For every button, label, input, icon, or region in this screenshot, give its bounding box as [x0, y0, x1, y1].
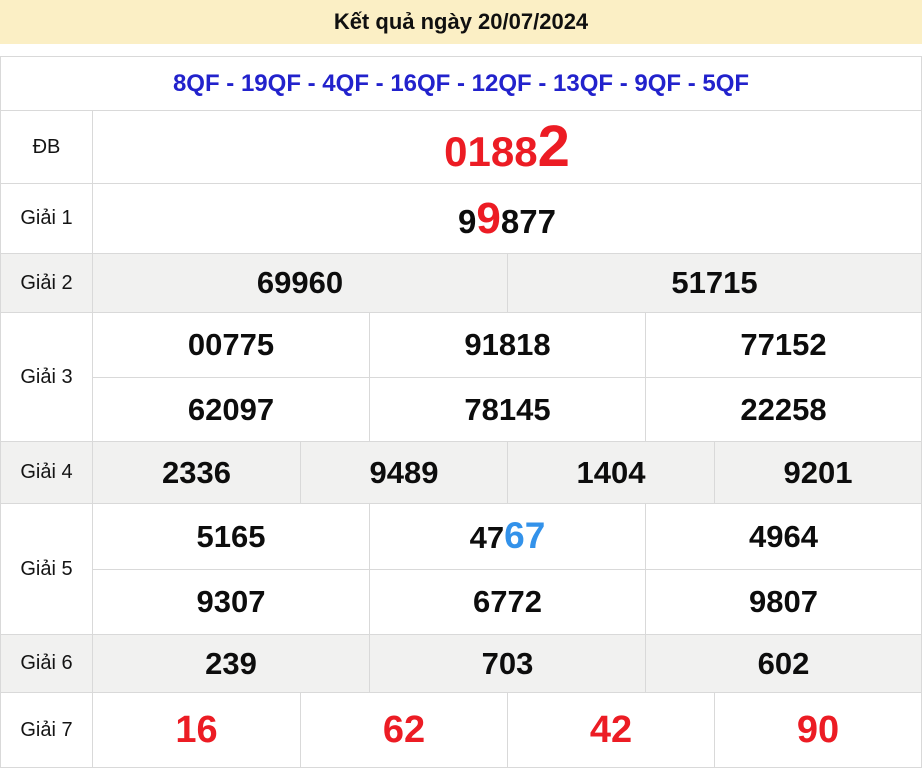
- prize4-value-4: 9201: [783, 454, 853, 490]
- prize3-value-5: 78145: [464, 391, 551, 427]
- prize5-value-1: 5165: [196, 518, 266, 554]
- prize7-value-3: 42: [589, 708, 633, 751]
- prize4-value-cell: 1404: [507, 442, 714, 503]
- prize5-value-cell: 6772: [369, 570, 645, 634]
- prize3-value-cell: 62097: [93, 378, 369, 441]
- prize3-value-cell: 91818: [369, 313, 645, 377]
- prize5-subrow-1: 5165 4767 4964: [93, 504, 921, 569]
- prize3-value-cell: 77152: [645, 313, 921, 377]
- prize4-value-2: 9489: [369, 454, 439, 490]
- prize7-value-cell: 16: [93, 693, 300, 767]
- prize5-value-cell: 4964: [645, 504, 921, 569]
- special-prize-label: ĐB: [1, 111, 93, 183]
- prize2-label: Giải 2: [1, 254, 93, 312]
- prize4-value-cell: 9489: [300, 442, 507, 503]
- prize7-label: Giải 7: [1, 693, 93, 767]
- prize5-label: Giải 5: [1, 504, 93, 634]
- prize7-value-1: 16: [175, 708, 218, 751]
- prize6-value-cell: 703: [369, 635, 645, 692]
- prize6-value-cell: 602: [645, 635, 921, 692]
- prize1-value: 99877: [93, 184, 921, 253]
- prize5-value-5: 6772: [473, 584, 542, 619]
- row-special-prize: ĐB 01882: [1, 110, 921, 183]
- prize7-value-4: 90: [796, 708, 840, 751]
- prize6-value-1: 239: [205, 645, 257, 681]
- prize6-value-cell: 239: [93, 635, 369, 692]
- date-header-text: Kết quả ngày 20/07/2024: [333, 9, 589, 34]
- prize5-highlight-digits: 67: [504, 515, 546, 556]
- prize5-value-2-digits: 47: [469, 520, 505, 555]
- row-prize2: Giải 2 69960 51715: [1, 253, 921, 312]
- prize3-value-4: 62097: [187, 391, 275, 427]
- prize2-value-cell: 51715: [507, 254, 921, 312]
- row-prize1: Giải 1 99877: [1, 183, 921, 253]
- prize3-value-6: 22258: [740, 391, 827, 427]
- row-prize5: Giải 5 5165 4767 4964 9307 6772 9807: [1, 503, 921, 634]
- prize7-value-cell: 42: [507, 693, 714, 767]
- prize3-subrow-2: 62097 78145 22258: [93, 377, 921, 441]
- prize5-value-3: 4964: [749, 518, 818, 554]
- prize3-value-2: 91818: [464, 327, 551, 362]
- prize3-value-cell: 22258: [645, 378, 921, 441]
- special-prize-value: 01882: [93, 111, 921, 183]
- prize6-value-2: 703: [481, 645, 534, 681]
- prize3-subrow-1: 00775 91818 77152: [93, 313, 921, 377]
- results-board: 8QF - 19QF - 4QF - 16QF - 12QF - 13QF - …: [0, 56, 922, 768]
- prize3-label: Giải 3: [1, 313, 93, 441]
- special-prize-digits: 0188: [444, 128, 538, 175]
- prize5-subrow-2: 9307 6772 9807: [93, 569, 921, 634]
- prize1-highlight-digit: 9: [476, 193, 501, 243]
- prize1-digits-post: 877: [500, 202, 556, 240]
- special-prize-highlight-digit: 2: [537, 114, 570, 179]
- prize7-value-cell: 90: [714, 693, 921, 767]
- prize3-value-cell: 78145: [369, 378, 645, 441]
- prize6-label: Giải 6: [1, 635, 93, 692]
- prize2-value-cell: 69960: [93, 254, 507, 312]
- stations-line: 8QF - 19QF - 4QF - 16QF - 12QF - 13QF - …: [1, 57, 921, 110]
- prize5-value-cell: 9307: [93, 570, 369, 634]
- prize5-value-cell: 5165: [93, 504, 369, 569]
- row-prize7: Giải 7 16 62 42 90: [1, 692, 921, 767]
- prize3-value-cell: 00775: [93, 313, 369, 377]
- prize4-value-cell: 2336: [93, 442, 300, 503]
- row-prize4: Giải 4 2336 9489 1404 9201: [1, 441, 921, 503]
- prize3-value-1: 00775: [187, 327, 275, 362]
- prize5-value-6: 9807: [749, 584, 818, 619]
- prize3-value-3: 77152: [740, 327, 827, 362]
- prize4-label: Giải 4: [1, 442, 93, 503]
- prize2-value-2: 51715: [671, 265, 758, 300]
- prize4-value-3: 1404: [576, 454, 646, 490]
- prize2-value-1: 69960: [256, 265, 344, 300]
- date-header: Kết quả ngày 20/07/2024: [0, 0, 922, 44]
- prize4-value-cell: 9201: [714, 442, 921, 503]
- prize5-value-cell: 4767: [369, 504, 645, 569]
- prize6-value-3: 602: [757, 645, 810, 681]
- row-prize6: Giải 6 239 703 602: [1, 634, 921, 692]
- prize4-value-1: 2336: [162, 454, 231, 490]
- prize7-value-2: 62: [382, 708, 426, 751]
- prize1-digit-pre: 9: [458, 202, 477, 240]
- stations-line-text: 8QF - 19QF - 4QF - 16QF - 12QF - 13QF - …: [172, 69, 750, 97]
- prize7-value-cell: 62: [300, 693, 507, 767]
- prize5-value-cell: 9807: [645, 570, 921, 634]
- row-prize3: Giải 3 00775 91818 77152 62097 78145 222…: [1, 312, 921, 441]
- prize1-label: Giải 1: [1, 184, 93, 253]
- prize5-value-4: 9307: [196, 584, 266, 619]
